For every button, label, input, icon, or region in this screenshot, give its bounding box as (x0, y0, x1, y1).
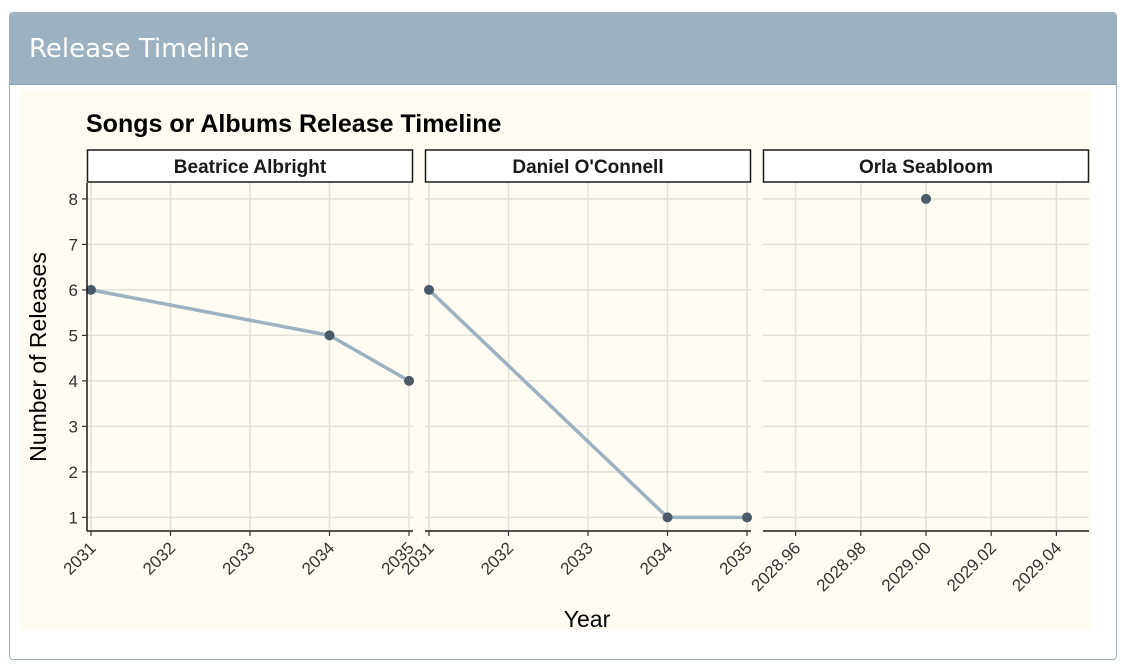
y-axis-title: Number of Releases (25, 252, 51, 462)
data-point (921, 193, 931, 204)
x-tick-label: 2032 (477, 538, 517, 578)
x-tick-label: 2029.04 (1008, 538, 1065, 595)
x-tick-label: 2032 (139, 538, 179, 578)
data-point (404, 375, 415, 386)
facet-strip-label: Orla Seabloom (859, 157, 993, 178)
x-tick-label: 2028.98 (813, 538, 870, 595)
y-tick-label: 8 (69, 190, 78, 209)
facet-strip-label: Beatrice Albright (174, 157, 327, 178)
data-point (423, 284, 434, 295)
card-title: Release Timeline (29, 33, 250, 64)
y-tick-label: 6 (69, 281, 78, 300)
y-tick-label: 7 (69, 235, 78, 254)
data-point (742, 512, 753, 523)
facet-strip-label: Daniel O'Connell (512, 157, 663, 178)
y-tick-label: 2 (69, 463, 78, 482)
data-point (324, 330, 335, 341)
x-tick-label: 2034 (636, 538, 676, 578)
x-tick-label: 2035 (716, 538, 756, 578)
release-timeline-chart: Songs or Albums Release Timeline Beatric… (25, 110, 1090, 630)
y-tick-label: 5 (69, 326, 78, 345)
facet-strip (762, 149, 1090, 183)
x-tick-label: 2029.02 (943, 538, 1000, 595)
x-tick-label: 2028.96 (748, 538, 805, 595)
x-axis-title: Year (564, 606, 611, 630)
chart-plot-area: Songs or Albums Release Timeline Beatric… (19, 90, 1091, 630)
card-header: Release Timeline (10, 13, 1116, 85)
facet-strip (424, 149, 752, 183)
x-tick-label: 2031 (60, 538, 100, 578)
x-tick-label: 2034 (298, 538, 338, 578)
y-tick-label: 1 (69, 508, 78, 527)
facet-strip (86, 149, 414, 183)
y-tick-label: 4 (69, 372, 78, 391)
data-point (85, 284, 96, 295)
y-tick-label: 3 (69, 417, 78, 436)
x-tick-label: 2029.00 (878, 538, 935, 595)
x-tick-label: 2033 (557, 538, 597, 578)
chart-title: Songs or Albums Release Timeline (86, 110, 502, 138)
x-tick-label: 2033 (219, 538, 259, 578)
data-point (662, 512, 673, 523)
